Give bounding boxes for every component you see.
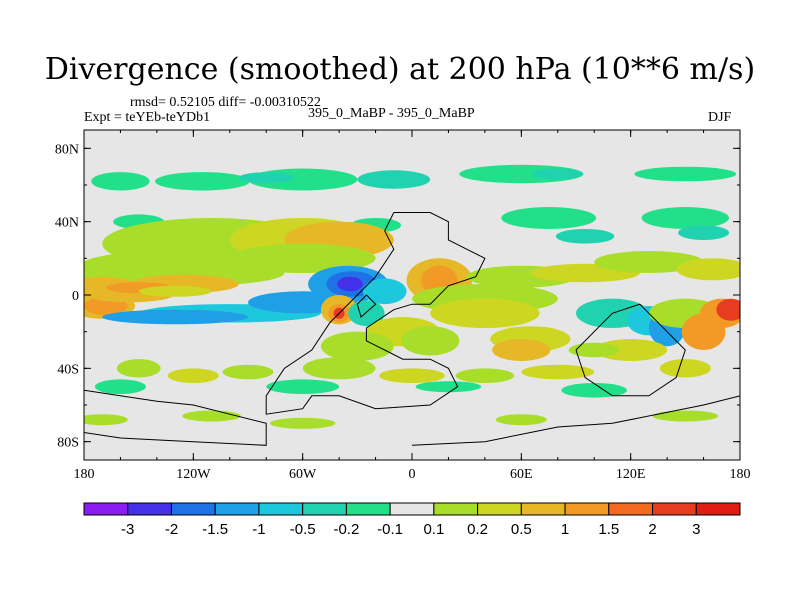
field-contour-patch — [678, 225, 730, 240]
case-label: 395_0_MaBP - 395_0_MaBP — [308, 106, 475, 121]
field-contour-patch — [415, 381, 482, 393]
x-tick-label: 180 — [730, 467, 751, 482]
x-tick-label: 60E — [510, 467, 533, 482]
colorbar-label: -0.1 — [377, 521, 403, 538]
field-contour-patch — [401, 326, 460, 356]
field-contour-patch — [116, 359, 161, 378]
field-contour-patch — [659, 359, 711, 378]
y-tick-label: 0 — [72, 289, 79, 304]
divergence-field — [84, 164, 740, 429]
colorbar-swatch — [214, 502, 260, 516]
field-contour-patch — [94, 379, 146, 395]
field-contour-patch — [362, 278, 407, 305]
colorbar-label: 0.1 — [423, 521, 444, 538]
field-contour-patch — [266, 379, 340, 395]
colorbar-label: 2 — [648, 521, 656, 538]
colorbar-label: -3 — [121, 521, 134, 538]
field-contour-patch — [495, 414, 547, 426]
field-contour-patch — [238, 172, 294, 184]
y-tick-label: 40S — [57, 362, 79, 377]
field-contour-patch — [348, 300, 385, 327]
field-contour-patch — [222, 364, 274, 380]
y-tick-label: 80S — [57, 436, 79, 451]
field-contour-patch — [155, 172, 250, 191]
field-contour-patch — [357, 170, 431, 189]
y-tick-label: 80N — [55, 142, 79, 157]
x-tick-label: 120E — [616, 467, 646, 482]
field-contour-patch — [652, 410, 719, 422]
colorbar-label: -0.2 — [333, 521, 359, 538]
field-contour-patch — [555, 229, 615, 244]
x-tick-label: 0 — [409, 467, 416, 482]
field-contour-patch — [269, 417, 336, 429]
colorbar-swatch — [389, 502, 435, 516]
field-contour-patch — [676, 258, 740, 281]
field-contour-patch — [492, 339, 551, 361]
field-contour-patch — [320, 331, 394, 361]
colorbar-label: 1 — [561, 521, 569, 538]
colorbar-swatch — [520, 502, 566, 516]
colorbar-swatch — [433, 502, 479, 516]
colorbar-label: -0.5 — [290, 521, 316, 538]
colorbar-swatch — [564, 502, 610, 516]
field-contour-patch — [102, 309, 248, 325]
field-contour-patch — [641, 207, 729, 229]
field-contour-patch — [455, 368, 515, 384]
field-contour-patch — [430, 298, 540, 328]
colorbar-swatch — [477, 502, 522, 516]
field-contour-patch — [716, 298, 740, 321]
colorbar-swatch — [170, 502, 216, 516]
field-contour-patch — [568, 342, 620, 358]
colorbar-label: 3 — [692, 521, 700, 538]
colorbar-label: -2 — [165, 521, 178, 538]
field-contour-patch — [84, 414, 128, 426]
colorbar-label: 0.5 — [511, 521, 532, 538]
colorbar-label: -1 — [252, 521, 265, 538]
colorbar-swatch — [608, 502, 654, 516]
x-tick-label: 180 — [74, 467, 95, 482]
field-contour-patch — [138, 285, 212, 297]
season-label: DJF — [708, 110, 732, 125]
field-contour-patch — [521, 364, 595, 380]
x-tick-label: 120W — [176, 467, 211, 482]
continent-outline — [84, 389, 267, 446]
field-contour-patch — [594, 251, 704, 273]
colorbar: -3 -2 -1.5 -1 -0.5 -0.2 -0.1 0.1 0.2 0.5 1 1.5 2 3 — [83, 502, 741, 538]
colorbar-swatch — [258, 502, 304, 516]
expt-label: Expt = teYEb-teYDb1 — [84, 110, 211, 125]
field-contour-patch — [501, 207, 597, 229]
continent-outline — [575, 303, 686, 397]
coastline-outline — [84, 212, 740, 446]
field-contour-patch — [561, 383, 627, 398]
colorbar-swatch — [345, 502, 391, 516]
colorbar-swatch — [695, 502, 741, 516]
x-tick-label: 60W — [289, 467, 317, 482]
stats-text: rmsd= 0.52105 diff= -0.00310522 — [130, 95, 321, 110]
field-contour-patch — [532, 168, 584, 180]
field-contour-patch — [91, 172, 150, 191]
continent-outline — [265, 212, 486, 415]
y-tick-label: 40N — [55, 216, 79, 231]
field-contour-patch — [302, 357, 376, 380]
colorbar-swatch — [83, 502, 129, 516]
field-contour-patch — [337, 276, 363, 292]
colorbar-swatch — [652, 502, 697, 516]
continent-outline — [356, 294, 377, 318]
field-contour-patch — [167, 368, 219, 384]
field-contour-patch — [634, 166, 737, 182]
colorbar-label: -1.5 — [202, 521, 228, 538]
colorbar-label: 0.2 — [467, 521, 488, 538]
field-contour-patch — [229, 243, 376, 273]
axis-ticks: 180 120W 60W 0 60E 120E 180 80N 40N 0 40S 80S — [55, 130, 751, 482]
chart-title: Divergence (smoothed) at 200 hPa (10**6 … — [44, 52, 756, 87]
continent-outline — [411, 395, 740, 446]
colorbar-swatch — [127, 502, 172, 516]
field-contour-patch — [379, 368, 445, 384]
field-contour-patch — [594, 339, 668, 361]
field-contour-patch — [182, 410, 241, 422]
colorbar-swatch — [302, 502, 347, 516]
colorbar-label: 1.5 — [598, 521, 619, 538]
